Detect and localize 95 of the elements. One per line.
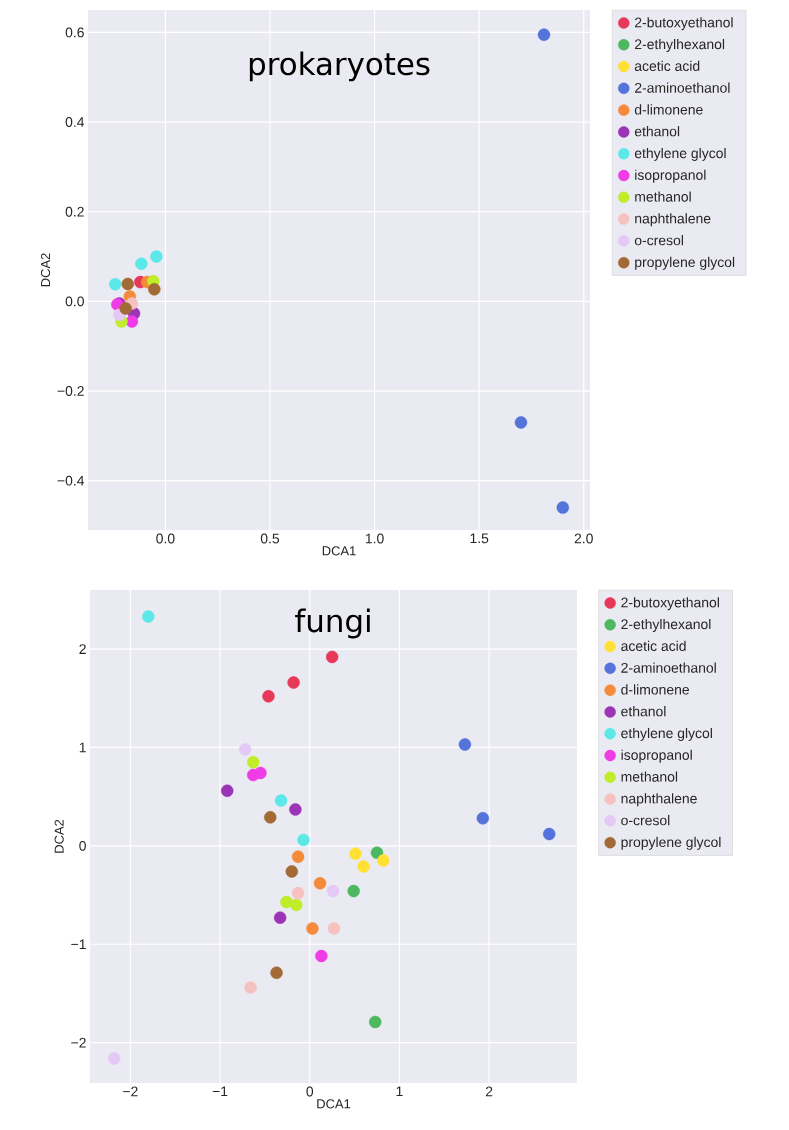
point xyxy=(543,827,556,841)
x-tick-label: −1 xyxy=(212,1086,228,1097)
y-tick-label: −1 xyxy=(71,939,86,950)
x-axis-title: DCA1 xyxy=(322,546,356,556)
text: fungi xyxy=(295,608,370,639)
point xyxy=(254,766,267,780)
point xyxy=(297,833,310,847)
point xyxy=(458,738,472,751)
x-tick-label: 0.0 xyxy=(156,533,175,544)
y-tick-label: −2 xyxy=(71,1037,86,1048)
x-tick-label: 2 xyxy=(485,1086,493,1097)
x-tick-label: 1.0 xyxy=(365,533,384,544)
legend-label: ethylene glycol xyxy=(621,727,712,741)
point xyxy=(247,756,260,769)
point xyxy=(125,315,139,328)
point xyxy=(108,278,122,291)
legend-label: acetic acid xyxy=(634,60,700,72)
text: prokaryotes xyxy=(249,51,430,82)
y-axis-title: DCA2 xyxy=(54,819,64,853)
point xyxy=(121,277,134,291)
point xyxy=(369,1015,382,1029)
legend-label: ethylene glycol xyxy=(634,147,726,161)
point xyxy=(274,794,288,807)
y-tick-label: −0.4 xyxy=(57,475,85,486)
point xyxy=(264,811,277,824)
point xyxy=(280,895,293,909)
point xyxy=(315,949,328,963)
point xyxy=(556,501,570,514)
legend-label: isopropanol xyxy=(635,169,706,183)
y-tick-label: 0.6 xyxy=(65,27,84,38)
legend-label: 2-ethylhexanol xyxy=(635,38,725,52)
legend-label: 2-ethylhexanol xyxy=(621,618,711,632)
point xyxy=(221,784,234,797)
legend-label: propylene glycol xyxy=(621,836,721,850)
point xyxy=(325,650,339,664)
legend-label: ethanol xyxy=(621,706,666,717)
point xyxy=(142,610,155,623)
x-tick-label: 1.5 xyxy=(470,533,489,544)
legend-label: d-limonene xyxy=(634,104,703,115)
point xyxy=(306,922,319,935)
point xyxy=(119,302,132,315)
y-axis-title: DCA2 xyxy=(40,253,51,287)
point xyxy=(273,911,287,924)
y-tick-label: 0 xyxy=(79,840,86,851)
point xyxy=(377,854,390,867)
legend-label: propylene glycol xyxy=(635,256,735,270)
legend-label: 2-aminoethanol xyxy=(621,662,716,673)
legend-label: o-cresol xyxy=(621,815,670,826)
x-tick-label: 1 xyxy=(396,1086,403,1097)
y-tick-label: 1 xyxy=(79,742,86,753)
point xyxy=(291,886,305,900)
y-tick-label: 2 xyxy=(79,644,86,654)
point xyxy=(289,803,302,816)
legend-label: naphthalene xyxy=(621,793,697,807)
point xyxy=(347,884,360,898)
x-tick-label: 0 xyxy=(306,1086,314,1097)
point xyxy=(270,966,283,979)
point xyxy=(326,884,340,898)
point xyxy=(148,283,161,296)
x-tick-label: 2.0 xyxy=(574,533,593,544)
point xyxy=(291,850,305,863)
point xyxy=(244,981,257,994)
legend-label: d-limonene xyxy=(621,684,690,695)
point xyxy=(290,898,303,912)
legend-label: naphthalene xyxy=(635,213,711,227)
point xyxy=(357,860,370,873)
legend-label: methanol xyxy=(635,191,691,202)
y-tick-label: 0.0 xyxy=(65,296,84,307)
y-tick-label: −0.2 xyxy=(57,386,84,396)
point xyxy=(514,416,528,429)
legend-label: 2-butoxyethanol xyxy=(635,17,733,31)
legend-label: ethanol xyxy=(634,126,680,137)
point xyxy=(287,676,300,689)
point xyxy=(476,812,490,825)
point xyxy=(135,257,148,270)
y-tick-label: 0.2 xyxy=(65,206,84,217)
point xyxy=(238,743,252,756)
x-tick-label: 0.5 xyxy=(260,533,280,544)
legend-label: acetic acid xyxy=(621,640,686,652)
point xyxy=(150,250,163,263)
y-tick-label: 0.4 xyxy=(65,117,85,127)
legend-label: methanol xyxy=(621,771,678,782)
point xyxy=(262,690,275,703)
x-tick-label: −2 xyxy=(123,1086,138,1097)
x-axis-title: DCA1 xyxy=(317,1099,351,1109)
point xyxy=(108,1052,121,1065)
point xyxy=(349,847,362,860)
legend-label: o-cresol xyxy=(634,235,683,246)
legend-label: 2-butoxyethanol xyxy=(621,597,719,611)
point xyxy=(285,865,298,878)
point xyxy=(313,877,327,890)
legend-label: 2-aminoethanol xyxy=(635,82,730,93)
point xyxy=(537,28,551,41)
legend-label: isopropanol xyxy=(621,749,692,763)
point xyxy=(327,922,341,935)
